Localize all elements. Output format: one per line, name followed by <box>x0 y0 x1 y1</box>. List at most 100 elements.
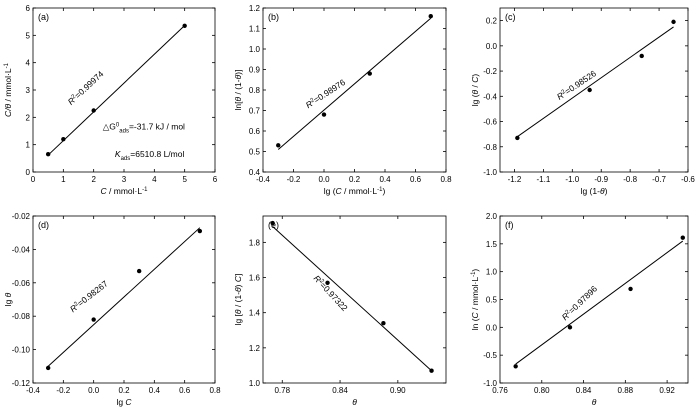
panel-b: -0.4 -0.2 0.0 0.2 0.4 0.6 0.8 0.4 0.5 0.6 0.7 0.8 0.… <box>233 4 452 196</box>
data-point <box>182 23 187 28</box>
y-tick-label: -0.6 <box>483 118 497 127</box>
plot-frame <box>262 215 447 384</box>
y-tick-label: -1.0 <box>483 168 497 177</box>
panel-f: 0.76 0.80 0.84 0.88 0.92 -1.0 -0.5 0.0 0.5 1.0 1.5… <box>470 212 689 407</box>
annotation-text: △G0ads=-31.7 kJ / mol <box>103 122 185 135</box>
x-axis-label: lg C <box>116 397 132 407</box>
x-tick-label: 0.0 <box>88 386 100 395</box>
y-tick-label: 5 <box>26 31 31 40</box>
y-tick-label: 1.6 <box>249 274 261 283</box>
x-tick-label: 2 <box>91 175 96 184</box>
x-axis-label: θ <box>352 397 357 407</box>
x-tick-label: 5 <box>182 175 187 184</box>
label-part: lg <box>116 397 125 407</box>
x-tick-label: 0.78 <box>274 386 290 395</box>
r-symbol: R <box>68 302 79 314</box>
y-tick-label: 0.6 <box>249 127 261 136</box>
label-part: -1 <box>142 187 148 193</box>
r-exponent: 2 <box>309 97 316 104</box>
x-tick-label: 0.8 <box>440 175 452 184</box>
data-point <box>45 365 51 371</box>
label-part: θ <box>233 309 243 314</box>
x-tick-label: 0.2 <box>349 175 361 184</box>
y-tick-label: -0.02 <box>12 212 31 221</box>
y-tick-label: 4 <box>26 59 31 68</box>
x-axis-label: C / mmol·L-1 <box>101 186 149 196</box>
x-tick-label: -1.1 <box>536 175 550 184</box>
y-axis-label: lg [θ / (1-θ) C] <box>233 274 243 326</box>
r-exponent: 2 <box>561 89 568 96</box>
label-part: ) <box>382 186 385 196</box>
label-part: / (1- <box>233 79 243 97</box>
label-part: lg [ <box>233 313 243 325</box>
r-squared-value: =0.97322 <box>318 280 350 313</box>
x-tick-label: -0.4 <box>256 175 270 184</box>
y-axis-label: ln (C / mmol·L-1) <box>470 269 480 331</box>
y-tick-label: 1.1 <box>249 25 261 34</box>
data-point <box>567 325 573 330</box>
y-tick-label: 1.4 <box>249 309 261 318</box>
y-tick-label: 2.0 <box>486 212 498 221</box>
label-part: / mmol·L <box>3 68 13 104</box>
y-axis-label: lg (θ / C) <box>470 74 480 107</box>
y-tick-label: 0.5 <box>486 296 498 305</box>
y-axis-label: lg θ <box>3 292 13 306</box>
panel-c: -1.2 -1.1 -1.0 -0.9 -0.8 -0.7 -0.6 -1.0 -0.8 -0.6… <box>470 7 695 196</box>
y-tick-label: -0.06 <box>12 279 31 288</box>
r-squared-label: R2=0.98976 <box>304 77 348 110</box>
label-part: C <box>101 186 108 196</box>
data-point <box>587 87 592 93</box>
x-tick-label: -0.6 <box>681 175 695 184</box>
data-point <box>325 280 330 285</box>
label-part: 0 <box>116 123 120 129</box>
x-tick-label: -0.2 <box>56 386 70 395</box>
x-tick-label: 0.8 <box>209 386 221 395</box>
y-tick-label: 1.2 <box>249 4 261 13</box>
label-part: / <box>470 83 480 90</box>
x-tick-label: 0.4 <box>379 175 391 184</box>
x-tick-label: 0 <box>31 175 36 184</box>
data-point <box>628 286 633 292</box>
label-part: ] <box>233 274 243 276</box>
x-tick-label: 0.6 <box>410 175 422 184</box>
x-tick-label: 0.92 <box>659 386 675 395</box>
label-part: )] <box>233 70 243 75</box>
y-tick-label: -0.10 <box>12 346 31 355</box>
x-tick-label: -0.2 <box>287 175 301 184</box>
label-part: ) <box>605 186 608 196</box>
x-tick-label: 0.90 <box>390 386 406 395</box>
y-axis-label: ln[θ / (1-θ)] <box>233 70 243 111</box>
label-part: lg ( <box>324 186 336 196</box>
x-tick-label: 0.80 <box>534 386 550 395</box>
label-part: -1 <box>377 187 383 193</box>
panel-d: -0.4 -0.2 0.0 0.2 0.4 0.6 0.8 -0.12 -0.10 -0.08 -0… <box>3 212 221 407</box>
x-tick-label: 3 <box>122 175 127 184</box>
r-symbol: R <box>66 95 77 107</box>
label-part: lg <box>3 297 13 306</box>
panel-label: (d) <box>38 220 49 230</box>
label-part: C/θ <box>3 103 13 117</box>
y-tick-label: -0.4 <box>483 92 497 101</box>
label-part: / (1- <box>233 292 243 310</box>
r-symbol: R <box>304 98 315 110</box>
plot-frame <box>32 215 216 384</box>
label-part: ads <box>121 156 131 162</box>
label-part: C <box>470 76 480 83</box>
r-squared-value: =0.97896 <box>566 283 599 315</box>
r-squared-label: R2=0.98267 <box>68 278 110 314</box>
y-tick-label: 0.9 <box>249 66 261 75</box>
data-point <box>671 19 676 25</box>
data-point <box>429 368 434 373</box>
x-axis-label: θ <box>592 397 597 407</box>
y-tick-label: 3 <box>26 86 31 95</box>
data-point <box>136 268 142 274</box>
data-point <box>61 137 66 142</box>
label-part: C <box>125 397 132 407</box>
data-point <box>197 228 203 234</box>
x-tick-label: 1 <box>61 175 66 184</box>
r-symbol: R <box>312 273 324 284</box>
y-tick-label: 1.0 <box>486 268 498 277</box>
x-tick-label: 0.4 <box>149 386 161 395</box>
